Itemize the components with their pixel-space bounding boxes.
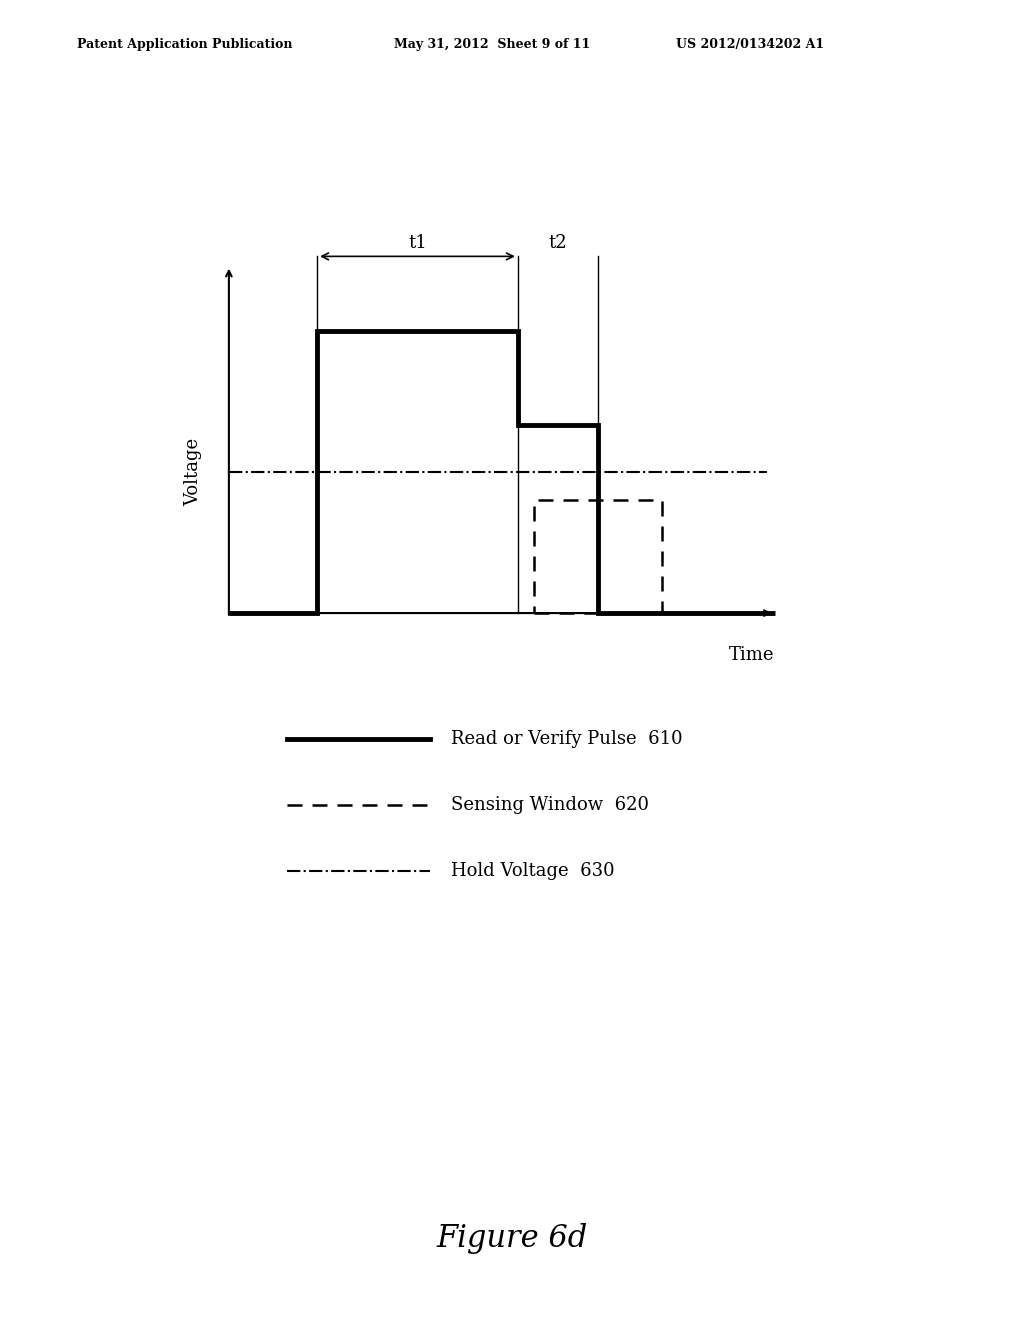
- Text: Sensing Window  620: Sensing Window 620: [451, 796, 648, 814]
- Text: Voltage: Voltage: [183, 438, 202, 507]
- Text: Figure 6d: Figure 6d: [436, 1224, 588, 1254]
- Text: t1: t1: [409, 234, 427, 252]
- Text: Time: Time: [729, 645, 774, 664]
- Text: Hold Voltage  630: Hold Voltage 630: [451, 862, 614, 880]
- Text: Read or Verify Pulse  610: Read or Verify Pulse 610: [451, 730, 682, 748]
- Text: t2: t2: [549, 234, 567, 252]
- Text: Patent Application Publication: Patent Application Publication: [77, 37, 292, 50]
- Text: May 31, 2012  Sheet 9 of 11: May 31, 2012 Sheet 9 of 11: [394, 37, 591, 50]
- Text: US 2012/0134202 A1: US 2012/0134202 A1: [676, 37, 824, 50]
